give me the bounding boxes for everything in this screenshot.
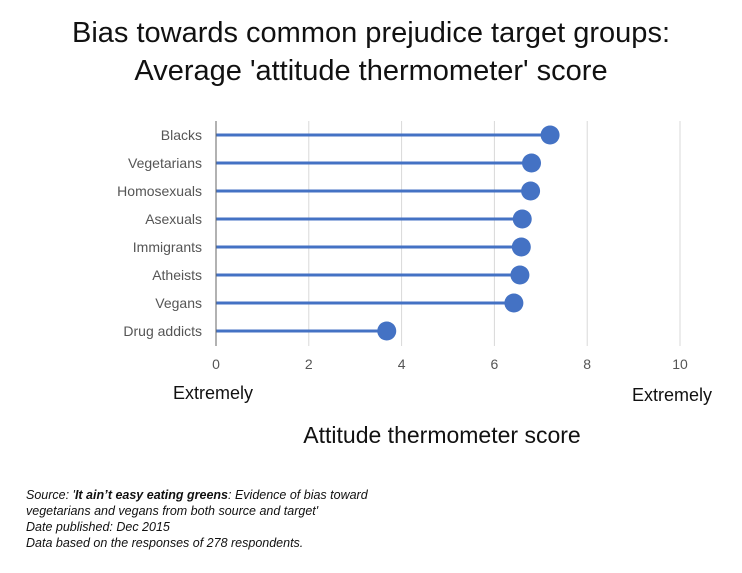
data-point	[510, 265, 530, 285]
data-point	[522, 153, 542, 173]
source-title: It ain’t easy eating greens	[74, 488, 229, 502]
x-tick-label: 8	[583, 356, 591, 372]
category-label: Homosexuals	[117, 183, 202, 199]
right-end-label: Extremely	[632, 385, 713, 405]
category-label: Vegans	[155, 295, 202, 311]
source-note: Source: 'It ain’t easy eating greens: Ev…	[26, 487, 368, 551]
tick-labels: 0 2 4 6 8 10	[212, 356, 688, 372]
x-tick-label: 6	[491, 356, 499, 372]
x-tick-label: 2	[305, 356, 313, 372]
grid-lines	[308, 121, 681, 346]
source-prefix: Source: '	[26, 488, 75, 502]
category-labels: Blacks Vegetarians Homosexuals Asexuals Immi…	[117, 127, 202, 339]
source-respondents: Data based on the responses of 278 respo…	[26, 536, 304, 550]
source-title-rest: : Evidence of bias toward	[228, 488, 368, 502]
x-tick-label: 4	[398, 356, 406, 372]
chart-title: Bias towards common prejudice target gro…	[0, 14, 742, 90]
left-end-label: Extremely	[173, 383, 254, 403]
source-line-2: vegetarians and vegans from both source …	[26, 504, 319, 518]
category-label: Asexuals	[145, 211, 202, 227]
category-label: Immigrants	[133, 239, 202, 255]
category-label: Blacks	[161, 127, 202, 143]
source-line-1: Source: 'It ain’t easy eating greens: Ev…	[26, 487, 368, 503]
data-point	[512, 209, 532, 229]
lollipop-chart: Blacks Vegetarians Homosexuals Asexuals Immi…	[117, 121, 688, 372]
x-tick-label: 0	[212, 356, 220, 372]
dots	[377, 125, 560, 341]
x-tick-label: 10	[672, 356, 688, 372]
data-point	[511, 237, 531, 257]
data-point	[540, 125, 560, 145]
x-axis-label: Attitude thermometer score	[303, 422, 581, 448]
source-date: Date published: Dec 2015	[26, 520, 170, 534]
data-point	[504, 293, 524, 313]
stems	[216, 133, 551, 333]
category-label: Vegetarians	[128, 155, 202, 171]
chart-title-line-1: Bias towards common prejudice target gro…	[71, 17, 670, 49]
data-point	[377, 321, 397, 341]
category-label: Atheists	[152, 267, 202, 283]
category-label: Drug addicts	[123, 323, 202, 339]
data-point	[521, 181, 541, 201]
chart-title-line-2: Average 'attitude thermometer' score	[134, 55, 608, 87]
